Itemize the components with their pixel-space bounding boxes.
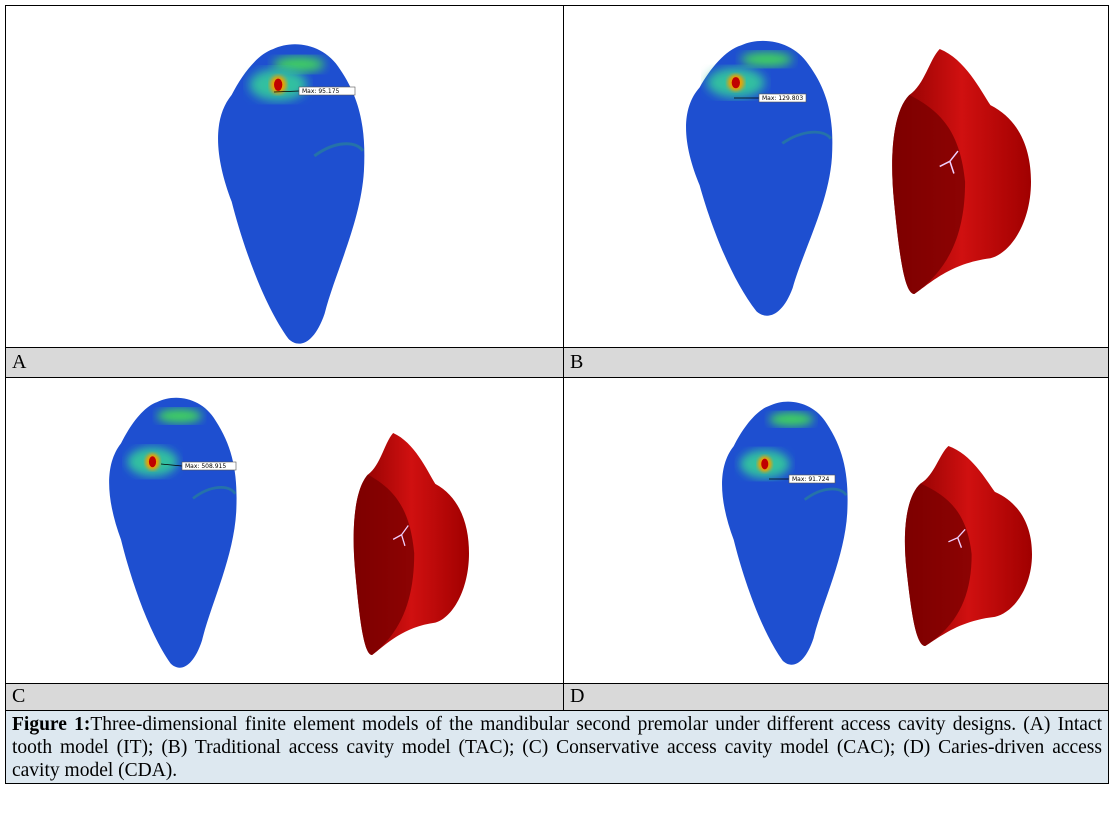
model-image: Max: 508.915 (6, 378, 563, 683)
caption-text: Three-dimensional finite element models … (12, 714, 1102, 781)
annotation: Max: 91.724 (792, 476, 830, 483)
cavity-model (892, 49, 1031, 294)
model-image: Max: 91.724 (564, 378, 1108, 683)
caption: Figure 1:Three-dimensional finite elemen… (5, 710, 1109, 784)
annotation: Max: 129.803 (762, 95, 803, 102)
tooth-model (722, 402, 848, 665)
tooth-model (686, 41, 832, 316)
panel: Max: 91.724 (563, 377, 1109, 684)
stress-peak (149, 456, 156, 467)
model-image: Max: 129.803 (564, 6, 1108, 347)
model-image: Max: 95.175 (6, 6, 563, 347)
stress-area (769, 412, 813, 426)
page: Max: 95.175 Max: 129.803 A B Max: 508.91… (0, 0, 1111, 819)
panel-label: D (563, 683, 1109, 711)
annotation: Max: 508.915 (185, 463, 226, 470)
panel-label: A (5, 347, 564, 378)
cavity-model (905, 446, 1032, 646)
tooth-body (722, 402, 848, 665)
panel: Max: 508.915 (5, 377, 564, 684)
panel-label: C (5, 683, 564, 711)
panel: Max: 129.803 (563, 5, 1109, 348)
stress-area (741, 52, 793, 67)
annotation: Max: 95.175 (302, 88, 340, 95)
cavity-model (354, 433, 469, 655)
stress-peak (274, 79, 282, 91)
stress-peak (732, 77, 740, 88)
panel-label: B (563, 347, 1109, 378)
panel: Max: 95.175 (5, 5, 564, 348)
tooth-model (109, 398, 236, 668)
tooth-body (109, 398, 236, 668)
caption-label: Figure 1: (12, 714, 90, 735)
stress-peak (761, 459, 768, 470)
stress-area (157, 409, 202, 424)
